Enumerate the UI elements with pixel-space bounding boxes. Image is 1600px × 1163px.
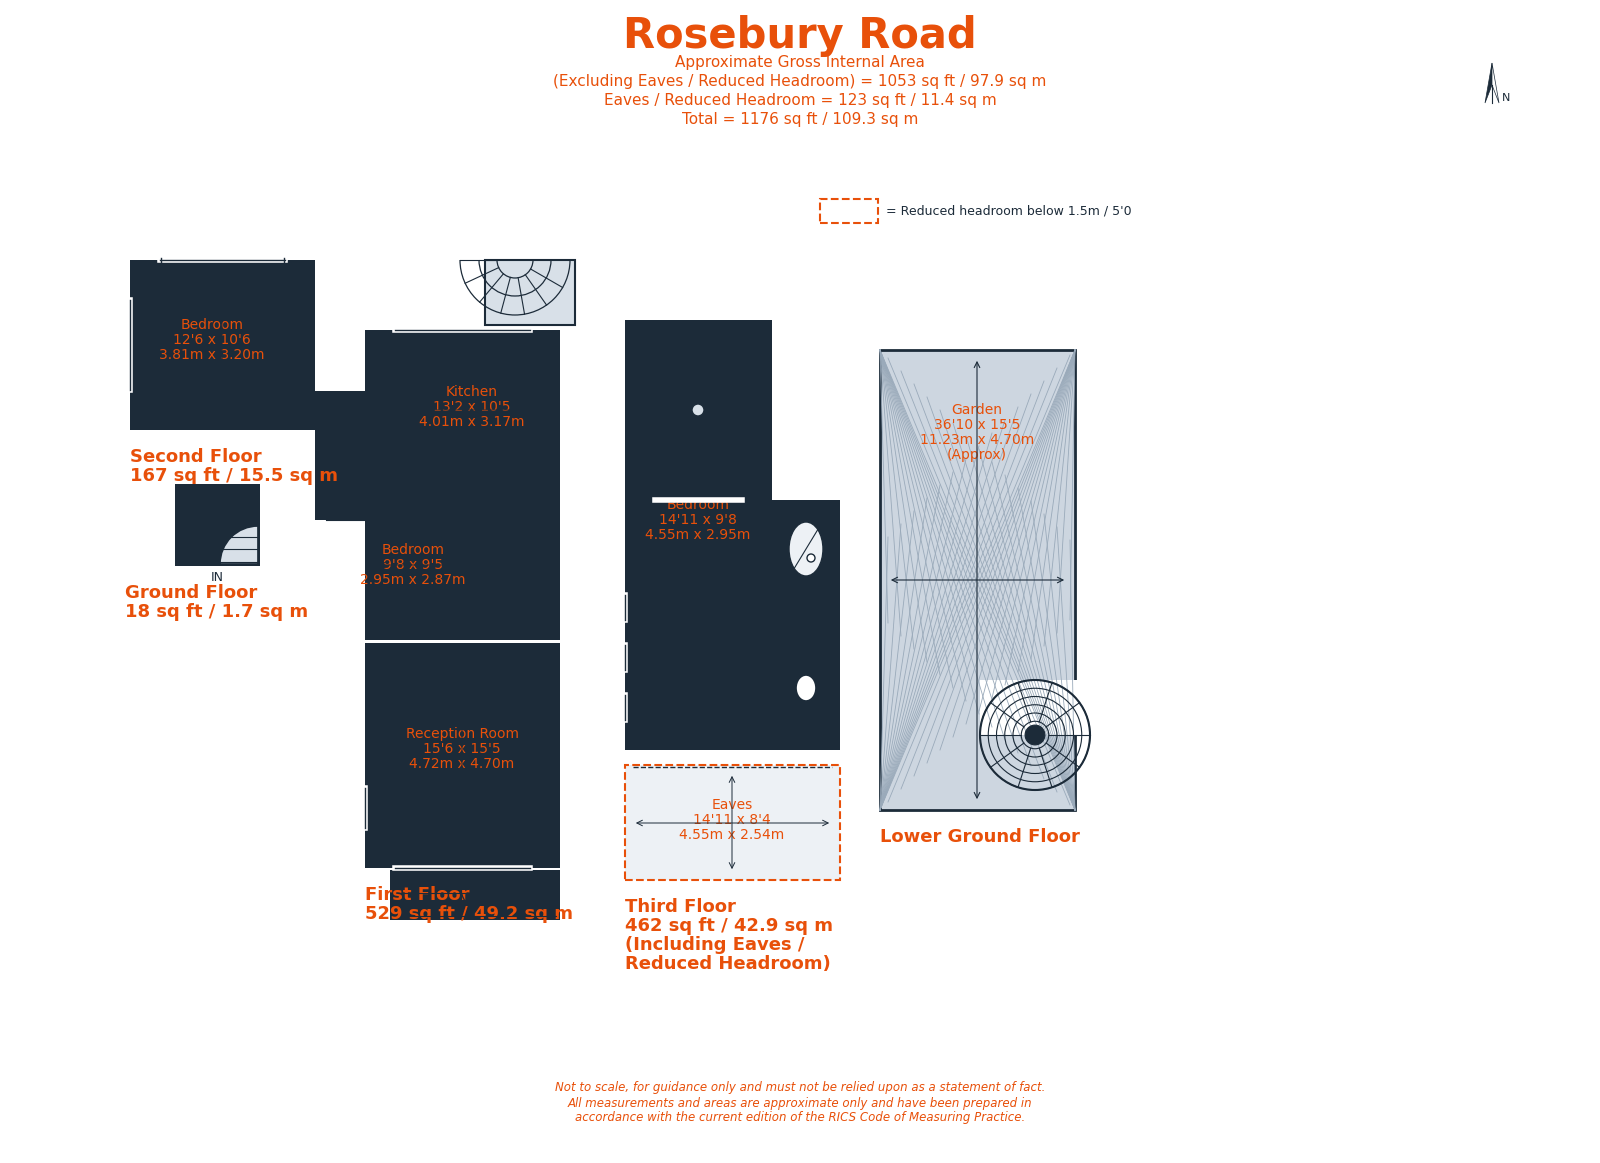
Circle shape [1026, 725, 1045, 744]
Bar [376, 654, 549, 857]
Text: Rosebury Road: Rosebury Road [622, 15, 978, 57]
Text: = Reduced headroom below 1.5m / 5'0: = Reduced headroom below 1.5m / 5'0 [886, 205, 1131, 217]
Text: (Excluding Eaves / Reduced Headroom) = 1053 sq ft / 97.9 sq m: (Excluding Eaves / Reduced Headroom) = 1… [554, 74, 1046, 90]
Bar [782, 636, 829, 739]
Text: Garden: Garden [952, 404, 1003, 418]
Text: Total = 1176 sq ft / 109.3 sq m: Total = 1176 sq ft / 109.3 sq m [682, 112, 918, 127]
Bar [797, 725, 816, 736]
Bar [376, 341, 549, 479]
Bar [626, 320, 771, 500]
Text: 9'8 x 9'5: 9'8 x 9'5 [382, 558, 443, 572]
Bar [376, 341, 397, 395]
Bar [365, 643, 560, 868]
Ellipse shape [797, 675, 816, 701]
Text: IN: IN [211, 571, 224, 584]
Text: Third Floor: Third Floor [626, 898, 736, 916]
Text: 13'2 x 10'5: 13'2 x 10'5 [434, 400, 510, 414]
Text: Reduced Headroom): Reduced Headroom) [626, 955, 830, 973]
Text: Bedroom: Bedroom [181, 317, 243, 331]
Text: 12'6 x 10'6: 12'6 x 10'6 [173, 333, 251, 347]
Bar [141, 271, 304, 419]
Text: First Floor: First Floor [365, 886, 469, 904]
Bar [646, 684, 696, 729]
Ellipse shape [789, 522, 822, 576]
Text: 36'10 x 15'5: 36'10 x 15'5 [934, 418, 1021, 431]
Bar [626, 500, 840, 750]
Text: Not to scale, for guidance only and must not be relied upon as a statement of fa: Not to scale, for guidance only and must… [555, 1082, 1045, 1125]
Text: Lower Ground Floor: Lower Ground Floor [880, 828, 1080, 846]
Text: 4.55m x 2.54m: 4.55m x 2.54m [680, 828, 784, 842]
Text: Approximate Gross Internal Area: Approximate Gross Internal Area [675, 55, 925, 70]
Circle shape [691, 404, 704, 416]
Polygon shape [1491, 63, 1499, 104]
Bar [704, 684, 754, 729]
Bar [880, 350, 1075, 809]
Text: 14'11 x 8'4: 14'11 x 8'4 [693, 813, 771, 827]
Text: 4.55m x 2.95m: 4.55m x 2.95m [645, 528, 750, 542]
Bar [819, 199, 878, 223]
Text: N: N [1502, 93, 1510, 104]
Text: Kitchen: Kitchen [446, 385, 498, 399]
Text: Bedroom: Bedroom [667, 498, 730, 512]
Bar [365, 330, 560, 490]
Text: Eaves: Eaves [712, 798, 752, 812]
Bar [637, 331, 762, 488]
Bar [637, 511, 771, 739]
Bar [782, 511, 829, 614]
Bar [315, 391, 366, 520]
Bar [626, 765, 840, 880]
Polygon shape [1485, 63, 1491, 104]
Wedge shape [221, 526, 258, 564]
Text: Ground Floor: Ground Floor [125, 584, 258, 602]
Text: Second Floor: Second Floor [130, 448, 262, 466]
Bar [390, 870, 560, 920]
Text: Eaves / Reduced Headroom = 123 sq ft / 11.4 sq m: Eaves / Reduced Headroom = 123 sq ft / 1… [603, 93, 997, 108]
Bar [130, 261, 315, 430]
Bar [376, 501, 549, 629]
Bar [402, 882, 560, 920]
Bar [786, 582, 806, 611]
Text: (Approx): (Approx) [947, 448, 1006, 462]
Text: 15'6 x 15'5: 15'6 x 15'5 [422, 742, 501, 756]
Bar [186, 495, 259, 566]
Text: 529 sq ft / 49.2 sq m: 529 sq ft / 49.2 sq m [365, 905, 573, 923]
Bar [378, 374, 394, 393]
Text: 4.72m x 4.70m: 4.72m x 4.70m [410, 757, 515, 771]
Text: 4.01m x 3.17m: 4.01m x 3.17m [419, 415, 525, 429]
Bar [786, 518, 826, 580]
Bar [365, 490, 560, 640]
Bar [326, 402, 366, 520]
Text: (Including Eaves /: (Including Eaves / [626, 936, 805, 954]
Text: 2.95m x 2.87m: 2.95m x 2.87m [360, 573, 466, 587]
Circle shape [806, 554, 814, 562]
Text: 18 sq ft / 1.7 sq m: 18 sq ft / 1.7 sq m [125, 602, 309, 621]
Bar [979, 680, 1090, 735]
Text: 462 sq ft / 42.9 sq m: 462 sq ft / 42.9 sq m [626, 916, 834, 935]
Bar [786, 642, 826, 658]
Text: 3.81m x 3.20m: 3.81m x 3.20m [160, 348, 264, 362]
Text: 11.23m x 4.70m: 11.23m x 4.70m [920, 433, 1034, 447]
Text: Bedroom: Bedroom [381, 543, 445, 557]
Bar [485, 261, 574, 324]
Text: 14'11 x 9'8: 14'11 x 9'8 [659, 513, 738, 527]
Text: Reception Room: Reception Room [405, 727, 518, 741]
Text: 167 sq ft / 15.5 sq m: 167 sq ft / 15.5 sq m [130, 468, 338, 485]
Bar [174, 484, 259, 566]
